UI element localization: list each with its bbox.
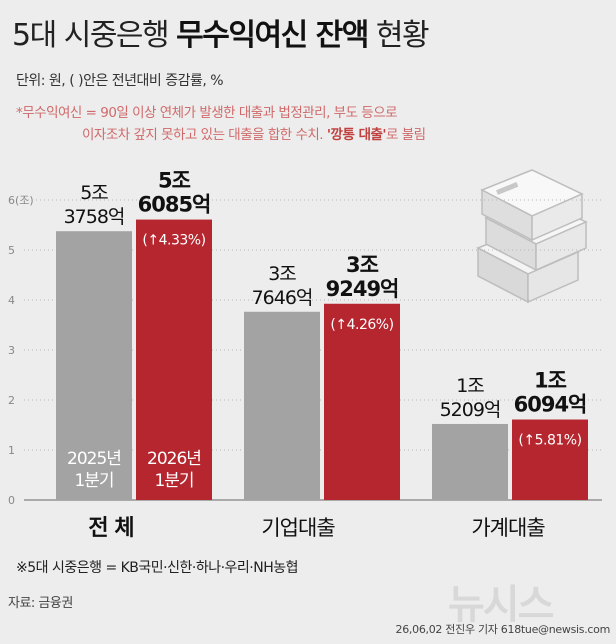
category-label: 가계대출 (471, 516, 545, 540)
note-line-2-prefix: 이자조차 갚지 못하고 있는 대출을 합한 수치. (82, 127, 327, 143)
note-line-1: *무수익여신 = 90일 이상 연체가 발생한 대출과 법정관리, 부도 등으로 (16, 105, 398, 121)
value-label-eok: 6085억 (138, 193, 211, 217)
y-tick-label: 2 (8, 394, 15, 407)
in-bar-quarter-label: 1분기 (154, 471, 193, 491)
title-normal: 5대 시중은행 (12, 18, 177, 53)
in-bar-year-label: 2026년 (147, 449, 201, 469)
bar-2026-2 (512, 419, 588, 500)
change-label: (↑5.81%) (518, 433, 581, 449)
value-label-jo: 1조 (534, 369, 567, 393)
y-tick-label: 5 (8, 244, 15, 257)
y-tick-label: 1 (8, 444, 15, 457)
value-label-jo: 5조 (158, 169, 191, 193)
value-label-jo: 3조 (346, 253, 379, 277)
value-label-jo: 5조 (80, 182, 108, 204)
y-tick-label: 6(조) (8, 194, 34, 207)
value-label-eok: 6094억 (514, 393, 587, 417)
value-label-eok: 7646억 (252, 287, 313, 309)
in-bar-quarter-label: 1분기 (74, 471, 113, 491)
bar-2025-1 (244, 311, 320, 500)
note-emphasis: '깡통 대출' (326, 127, 387, 143)
chart-title: 5대 시중은행 무수익여신 잔액 현황 (12, 10, 430, 54)
bar-2025-0 (56, 231, 132, 500)
bar-2026-1 (324, 303, 400, 500)
unit-text: 단위: 원, ( )안은 전년대비 증감률, % (16, 73, 224, 89)
category-label: 전 체 (88, 516, 133, 541)
value-label-jo: 3조 (268, 263, 296, 285)
value-label-eok: 5209억 (440, 399, 501, 421)
bank-footnote: ※5대 시중은행 = KB국민·신한·하나·우리·NH농협 (16, 560, 299, 576)
title-suffix: 현황 (367, 18, 430, 53)
value-label-jo: 1조 (456, 375, 484, 397)
note-line-2: 이자조차 갚지 못하고 있는 대출을 합한 수치. '깡통 대출'로 불림 (16, 124, 426, 146)
definition-note: *무수익여신 = 90일 이상 연체가 발생한 대출과 법정관리, 부도 등으로… (16, 102, 426, 146)
bar-2025-2 (432, 423, 508, 500)
y-tick-label: 4 (8, 294, 15, 307)
y-tick-label: 3 (8, 344, 15, 357)
note-line-2-suffix: 로 불림 (386, 127, 426, 143)
credit-text: 26,06,02 전진우 기자 618tue@newsis.com (395, 623, 611, 636)
title-bold: 무수익여신 잔액 (176, 18, 369, 53)
bar-2026-0 (136, 219, 212, 500)
source-text: 자료: 금융권 (8, 596, 73, 611)
newsis-watermark: 뉴시스 (448, 582, 554, 628)
value-label-eok: 9249억 (326, 277, 399, 301)
value-label-eok: 3758억 (64, 206, 125, 228)
change-label: (↑4.26%) (330, 317, 393, 333)
change-label: (↑4.33%) (142, 233, 205, 249)
category-label: 기업대출 (261, 516, 335, 540)
y-tick-label: 0 (8, 494, 15, 507)
in-bar-year-label: 2025년 (67, 449, 121, 469)
money-stack-illustration (476, 169, 588, 304)
